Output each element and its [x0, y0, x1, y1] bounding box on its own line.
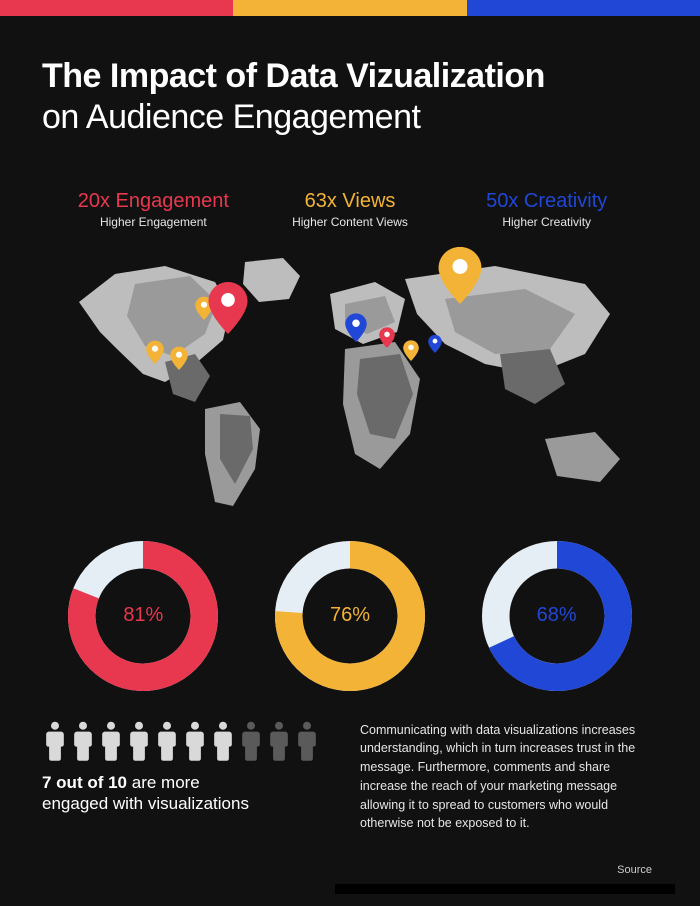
title-line-2: on Audience Engagement	[42, 97, 658, 138]
donut-chart: 76%	[275, 541, 425, 691]
world-map	[45, 254, 655, 529]
person-icon	[238, 721, 264, 761]
stat-sub: Higher Engagement	[55, 215, 252, 229]
map-pin	[403, 341, 419, 367]
person-icon	[266, 721, 292, 761]
person-icon-wrap	[210, 721, 236, 766]
footer-decorative-bar	[335, 884, 675, 894]
person-icon-wrap	[182, 721, 208, 766]
top-accent-stripe	[0, 0, 700, 16]
person-icon	[70, 721, 96, 761]
map-pin-icon	[403, 341, 419, 362]
bottom-section: 7 out of 10 are more engaged with visual…	[0, 691, 700, 834]
map-pin	[345, 314, 367, 348]
person-icon-wrap	[294, 721, 320, 766]
person-icon-wrap	[266, 721, 292, 766]
donut-chart: 68%	[482, 541, 632, 691]
donut-row: 81% 76% 68%	[0, 529, 700, 691]
stat-sub: Higher Creativity	[448, 215, 645, 229]
map-pin-icon	[146, 341, 164, 364]
map-pin-icon	[208, 282, 248, 334]
person-icon-wrap	[42, 721, 68, 766]
people-caption: 7 out of 10 are more engaged with visual…	[42, 772, 332, 815]
donut-value: 68%	[482, 541, 632, 691]
map-pin-icon	[345, 314, 367, 343]
person-icon	[126, 721, 152, 761]
stats-row: 20x Engagement Higher Engagement63x Views…	[0, 168, 700, 229]
person-icon	[154, 721, 180, 761]
map-pin	[146, 341, 164, 369]
person-icon	[182, 721, 208, 761]
source-label: Source	[617, 864, 652, 876]
person-icon-wrap	[98, 721, 124, 766]
person-icon	[294, 721, 320, 761]
stat-sub: Higher Content Views	[252, 215, 449, 229]
map-pin-icon	[170, 346, 188, 369]
map-pin-icon	[379, 327, 395, 348]
map-pin	[170, 346, 188, 374]
person-icon-wrap	[154, 721, 180, 766]
person-icon	[98, 721, 124, 761]
title-line-1: The Impact of Data Vizualization	[42, 56, 658, 97]
donut-value: 81%	[68, 541, 218, 691]
map-pin	[428, 335, 442, 358]
people-icons	[42, 721, 332, 766]
donut-chart: 81%	[68, 541, 218, 691]
person-icon	[42, 721, 68, 761]
map-pin	[208, 282, 248, 339]
map-pin-icon	[438, 246, 482, 303]
stat-head: 20x Engagement	[55, 190, 252, 213]
stat-item: 50x Creativity Higher Creativity	[448, 190, 645, 229]
body-paragraph: Communicating with data visualizations i…	[360, 721, 658, 834]
people-bold: 7 out of 10	[42, 773, 127, 792]
stat-head: 50x Creativity	[448, 190, 645, 213]
map-pin	[379, 327, 395, 353]
people-line2: engaged with visualizations	[42, 794, 249, 813]
person-icon-wrap	[238, 721, 264, 766]
header: The Impact of Data Vizualization on Audi…	[0, 16, 700, 168]
person-icon-wrap	[126, 721, 152, 766]
stat-head: 63x Views	[252, 190, 449, 213]
donut-value: 76%	[275, 541, 425, 691]
person-icon-wrap	[70, 721, 96, 766]
person-icon	[210, 721, 236, 761]
people-stat: 7 out of 10 are more engaged with visual…	[42, 721, 332, 834]
stat-item: 20x Engagement Higher Engagement	[55, 190, 252, 229]
map-pin-icon	[428, 335, 442, 353]
stat-item: 63x Views Higher Content Views	[252, 190, 449, 229]
world-map-svg	[45, 254, 655, 529]
people-rest1: are more	[127, 773, 200, 792]
map-pin	[438, 246, 482, 308]
